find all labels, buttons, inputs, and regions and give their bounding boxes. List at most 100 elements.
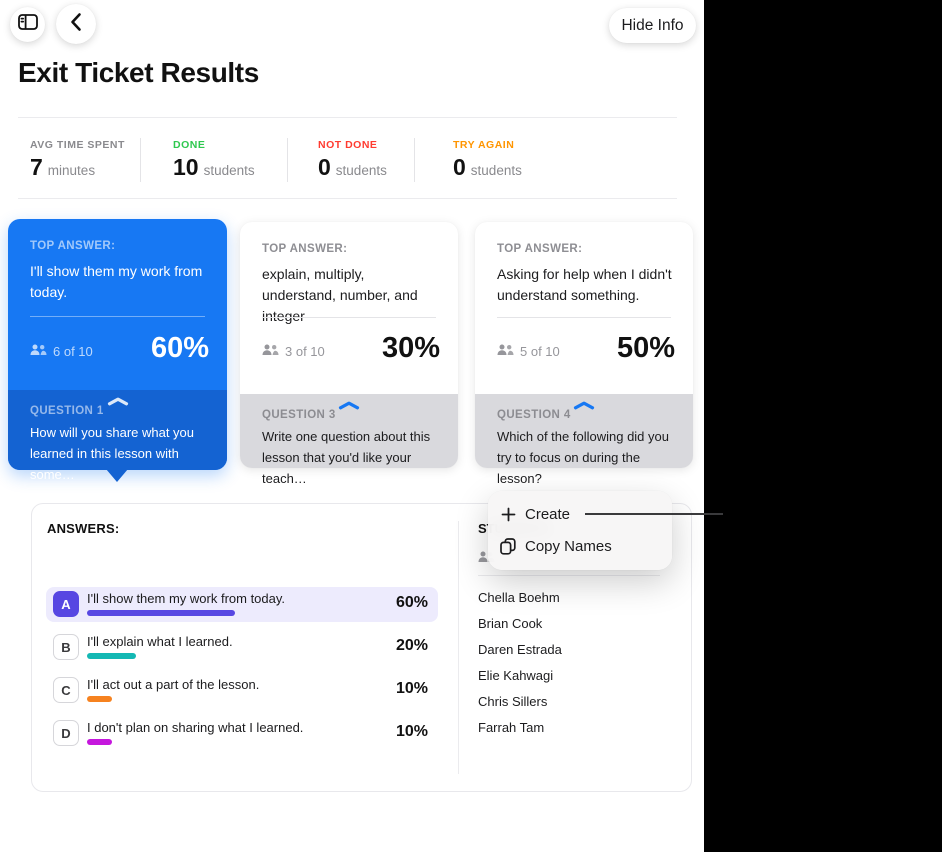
respondent-count: 6 of 10 (30, 344, 93, 359)
question-text: Which of the following did you try to fo… (497, 429, 669, 486)
stat-value: 0 (318, 154, 331, 180)
top-answer-text: I'll show them my work from today. (30, 263, 203, 300)
top-answer-label: TOP ANSWER: (262, 243, 348, 255)
student-row[interactable]: Brian Cook (478, 616, 543, 631)
chevron-up-icon (338, 397, 360, 415)
student-row[interactable]: Chris Sillers (478, 694, 548, 709)
question-text: Write one question about this lesson tha… (262, 429, 431, 486)
stat-done: DONE 10 students (173, 139, 255, 181)
stat-avg-time: AVG TIME SPENT 7 minutes (30, 139, 125, 181)
answer-bar (87, 739, 112, 745)
divider (18, 117, 677, 118)
chevron-up-icon (107, 393, 129, 411)
top-answer-percent: 60% (150, 332, 209, 364)
respondent-count: 5 of 10 (497, 344, 560, 359)
question-card-1[interactable]: TOP ANSWER: I'll show them my work from … (8, 219, 227, 482)
top-answer-percent: 30% (381, 332, 440, 364)
back-button[interactable] (56, 4, 96, 44)
respondent-count-label: 3 of 10 (285, 344, 325, 359)
divider (287, 138, 288, 182)
people-icon (262, 344, 279, 359)
respondent-count: 3 of 10 (262, 344, 325, 359)
answer-percent: 60% (395, 594, 428, 611)
answer-text: I'll explain what I learned. (87, 634, 233, 649)
answer-letter-badge: B (53, 634, 79, 660)
question-number-label: QUESTION 3 (262, 409, 336, 421)
answer-row-b[interactable]: B I'll explain what I learned. 20% (46, 630, 438, 665)
answer-letter-badge: C (53, 677, 79, 703)
card-pointer-tail (106, 469, 128, 482)
stat-unit: students (335, 163, 387, 178)
question-number-label: QUESTION 1 (30, 405, 104, 417)
stat-unit: students (470, 163, 522, 178)
top-answer-label: TOP ANSWER: (30, 240, 116, 252)
callout-line (585, 513, 723, 515)
divider (18, 198, 677, 199)
stat-unit: minutes (47, 163, 96, 178)
menu-item-label: Copy Names (525, 538, 612, 555)
respondent-count-label: 5 of 10 (520, 344, 560, 359)
answer-percent: 20% (395, 637, 428, 654)
answers-header: ANSWERS: (47, 521, 120, 536)
context-menu: Create Copy Names (488, 491, 672, 570)
answer-letter-badge: D (53, 720, 79, 746)
question-text: How will you share what you learned in t… (30, 425, 195, 482)
answer-text: I'll show them my work from today. (87, 591, 286, 606)
respondent-count-label: 6 of 10 (53, 344, 93, 359)
people-icon (30, 344, 47, 359)
answer-bar (87, 610, 236, 616)
menu-item-copy-names[interactable]: Copy Names (488, 531, 672, 562)
menu-item-create[interactable]: Create (488, 499, 672, 530)
plus-icon (498, 507, 518, 522)
people-icon (497, 344, 514, 359)
answer-row-d[interactable]: D I don't plan on sharing what I learned… (46, 716, 438, 751)
question-footer: QUESTION 1 How will you share what you l… (8, 390, 227, 482)
divider (414, 138, 415, 182)
top-answer-label: TOP ANSWER: (497, 243, 583, 255)
chevron-left-icon (70, 12, 82, 37)
student-row[interactable]: Farrah Tam (478, 720, 545, 735)
black-background (704, 0, 942, 852)
answer-text: I don't plan on sharing what I learned. (87, 720, 304, 735)
question-card-4[interactable]: TOP ANSWER: Asking for help when I didn'… (475, 222, 693, 486)
stat-label: TRY AGAIN (453, 139, 515, 151)
top-answer-percent: 50% (616, 332, 675, 364)
question-card-3[interactable]: TOP ANSWER: explain, multiply, understan… (240, 222, 458, 486)
page-title: Exit Ticket Results (18, 57, 259, 88)
divider (30, 316, 205, 317)
stat-label: AVG TIME SPENT (30, 139, 125, 151)
top-answer-text: Asking for help when I didn't understand… (497, 266, 672, 303)
menu-item-label: Create (525, 506, 571, 523)
answer-bar (87, 696, 112, 702)
question-number-label: QUESTION 4 (497, 409, 571, 421)
answer-letter-badge: A (53, 591, 79, 617)
app-window: Hide Info Exit Ticket Results AVG TIME S… (8, 4, 696, 792)
answer-bar (87, 653, 137, 659)
divider (497, 317, 671, 318)
question-footer: QUESTION 3 Write one question about this… (240, 394, 458, 486)
stat-value: 0 (453, 154, 466, 180)
stat-label: NOT DONE (318, 139, 378, 151)
hide-info-button[interactable]: Hide Info (609, 8, 696, 43)
divider (262, 317, 436, 318)
student-row[interactable]: Chella Boehm (478, 590, 560, 605)
answer-text: I'll act out a part of the lesson. (87, 677, 260, 692)
copy-icon (498, 538, 518, 555)
answer-row-a[interactable]: A I'll show them my work from today. 60% (46, 587, 438, 622)
hide-info-label: Hide Info (621, 16, 684, 34)
stat-unit: students (203, 163, 255, 178)
divider (458, 521, 459, 774)
student-row[interactable]: Elie Kahwagi (478, 668, 554, 683)
answer-percent: 10% (395, 723, 428, 740)
stat-value: 7 (30, 154, 43, 180)
chevron-up-icon (573, 397, 595, 415)
divider (140, 138, 141, 182)
stat-value: 10 (173, 154, 199, 180)
student-row[interactable]: Daren Estrada (478, 642, 562, 657)
stat-not-done: NOT DONE 0 students (318, 139, 387, 181)
stat-try-again: TRY AGAIN 0 students (453, 139, 522, 181)
answer-row-c[interactable]: C I'll act out a part of the lesson. 10% (46, 673, 438, 708)
answer-percent: 10% (395, 680, 428, 697)
toggle-sidebar-button[interactable] (10, 7, 45, 42)
